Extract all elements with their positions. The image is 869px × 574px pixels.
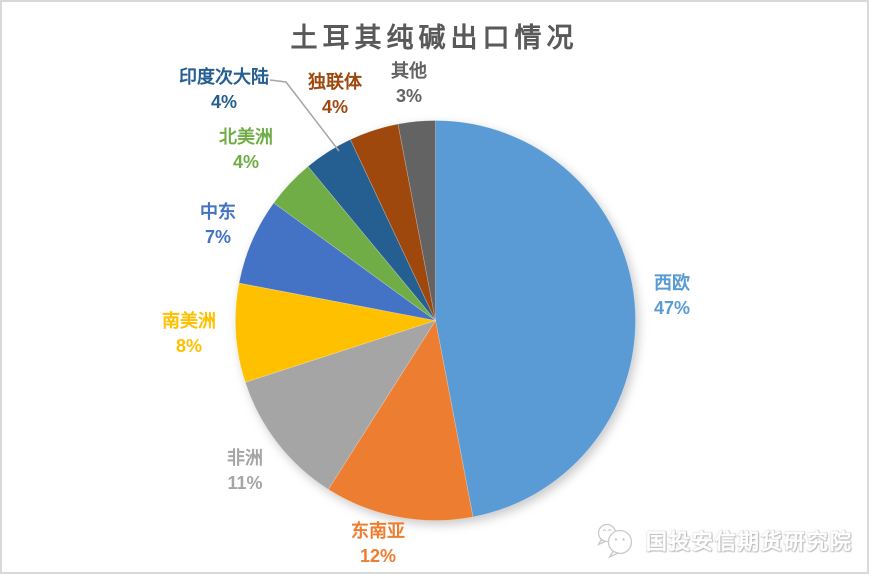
slice-label-percent: 47% <box>653 298 691 318</box>
pie-slice-other <box>397 120 436 321</box>
slice-label-south-america: 南美洲 8% <box>162 309 216 359</box>
slice-label-percent: 8% <box>175 336 202 356</box>
pie-slice-middle-east <box>238 202 436 321</box>
slice-label-name: 西欧 <box>654 273 690 293</box>
slice-label-percent: 3% <box>395 86 422 106</box>
pie-slice-south-america <box>235 282 436 383</box>
slice-label-north-america: 北美洲 4% <box>219 125 273 175</box>
slice-label-percent: 4% <box>210 92 237 112</box>
slice-label-percent: 4% <box>232 152 259 172</box>
slice-label-other: 其他 3% <box>391 59 427 109</box>
pie-slice-west-europe <box>435 120 636 518</box>
slice-label-name: 印度次大陆 <box>179 67 269 87</box>
slice-label-percent: 7% <box>204 227 231 247</box>
slice-label-name: 东南亚 <box>351 521 405 541</box>
chart-title: 土耳其纯碱出口情况 <box>290 23 579 53</box>
pie-slice-indian-subcontinent <box>307 139 436 321</box>
slice-label-southeast-asia: 东南亚 12% <box>351 519 405 569</box>
slice-label-middle-east: 中东 7% <box>200 200 236 250</box>
slice-label-africa: 非洲 11% <box>227 446 263 496</box>
pie-slice-north-america <box>273 165 436 321</box>
pie-slice-africa <box>244 319 437 490</box>
leader-line-indian-subcontinent <box>269 79 340 152</box>
slice-label-indian-subcontinent: 印度次大陆 4% <box>179 65 269 115</box>
slice-label-name: 南美洲 <box>162 311 216 331</box>
slice-label-name: 中东 <box>200 202 236 222</box>
slice-label-percent: 11% <box>227 473 263 493</box>
slice-label-name: 其他 <box>391 61 427 81</box>
wechat-icon <box>596 523 633 559</box>
slice-label-name: 独联体 <box>308 72 362 92</box>
slice-label-name: 非洲 <box>227 448 263 468</box>
slice-label-name: 北美洲 <box>219 127 273 147</box>
watermark: 国投安信期货研究院 <box>594 522 853 560</box>
slice-label-west-europe: 西欧 47% <box>654 271 690 321</box>
watermark-text: 国投安信期货研究院 <box>646 531 853 554</box>
slice-label-percent: 12% <box>359 546 397 566</box>
pie-slice-cis <box>349 123 436 321</box>
slice-label-percent: 4% <box>321 97 348 117</box>
pie-slice-southeast-asia <box>327 319 474 521</box>
slice-label-cis: 独联体 4% <box>308 70 362 120</box>
